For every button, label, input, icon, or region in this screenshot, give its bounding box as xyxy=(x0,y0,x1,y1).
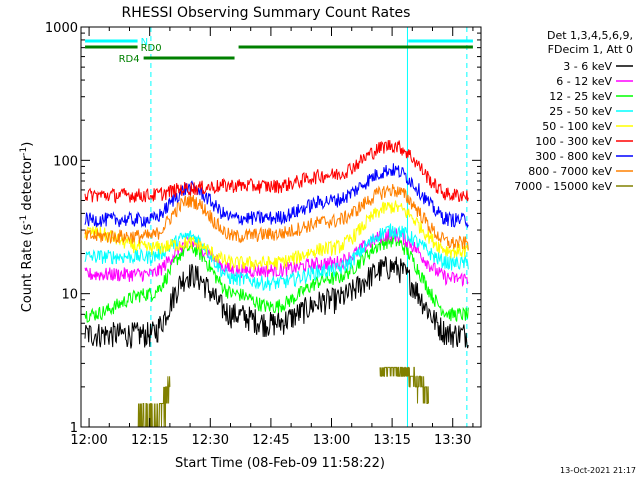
legend: Det 1,3,4,5,6,9, FDecim 1, Att 0 3 - 6 k… xyxy=(514,29,633,193)
series-line-300-800kev xyxy=(84,163,469,229)
series-line-50-100kev xyxy=(84,200,469,271)
time-markers xyxy=(150,27,468,427)
flag-label-rd4: RD4 xyxy=(119,54,140,65)
data-series xyxy=(84,140,469,428)
flag-label-n: N xyxy=(141,37,148,48)
series-line-100-300kev xyxy=(84,140,469,204)
x-axis: 12:00 12:15 12:30 12:45 13:00 13:15 13:30 xyxy=(70,27,474,448)
x-tick-label: 13:30 xyxy=(434,433,471,448)
x-tick-label: 12:30 xyxy=(192,433,229,448)
y-axis: 1 10 100 1000 xyxy=(45,21,481,436)
y-tick-label: 1000 xyxy=(45,21,78,36)
legend-entry-label: 25 - 50 keV xyxy=(549,105,612,118)
legend-entry-label: 50 - 100 keV xyxy=(542,120,612,133)
legend-entry-label: 800 - 7000 keV xyxy=(528,165,612,178)
series-segment xyxy=(379,366,429,404)
legend-header-line2: FDecim 1, Att 0 xyxy=(548,43,633,56)
series-line-800-7000kev xyxy=(84,184,469,250)
x-tick-label: 13:15 xyxy=(373,433,410,448)
chart-title: RHESSI Observing Summary Count Rates xyxy=(122,5,411,21)
y-axis-label-exp2: -1 xyxy=(19,147,29,156)
y-tick-label: 10 xyxy=(61,288,78,303)
legend-entry-label: 100 - 300 keV xyxy=(535,135,612,148)
legend-entry-label: 7000 - 15000 keV xyxy=(514,180,612,193)
legend-header-line1: Det 1,3,4,5,6,9, xyxy=(547,29,633,42)
x-tick-label: 13:00 xyxy=(313,433,350,448)
legend-entry-label: 3 - 6 keV xyxy=(563,60,612,73)
y-tick-label: 100 xyxy=(53,154,78,169)
y-axis-label-exp1: -1 xyxy=(19,215,29,224)
legend-entry-label: 6 - 12 keV xyxy=(556,75,612,88)
plot-frame xyxy=(80,26,482,428)
series-line-25-50kev xyxy=(84,223,469,291)
series-line-12-25kev xyxy=(84,233,469,323)
y-axis-label: Count Rate (s-1 detector-1) xyxy=(19,142,35,313)
y-axis-label-part1: Count Rate (s xyxy=(20,224,35,313)
x-tick-label: 12:45 xyxy=(252,433,289,448)
timestamp: 13-Oct-2021 21:17 xyxy=(560,466,636,475)
x-tick-label: 12:00 xyxy=(70,433,107,448)
x-axis-label: Start Time (08-Feb-09 11:58:22) xyxy=(175,456,385,471)
flag-label-rd0: RD0 xyxy=(141,43,162,54)
x-tick-label: 12:15 xyxy=(131,433,168,448)
y-tick-label: 1 xyxy=(70,421,78,436)
legend-entry-label: 12 - 25 keV xyxy=(549,90,612,103)
legend-entry-label: 300 - 800 keV xyxy=(535,150,612,163)
series-line-3-6kev xyxy=(84,256,469,349)
y-axis-label-part2: detector xyxy=(20,155,35,215)
y-axis-label-part3: ) xyxy=(20,142,35,147)
